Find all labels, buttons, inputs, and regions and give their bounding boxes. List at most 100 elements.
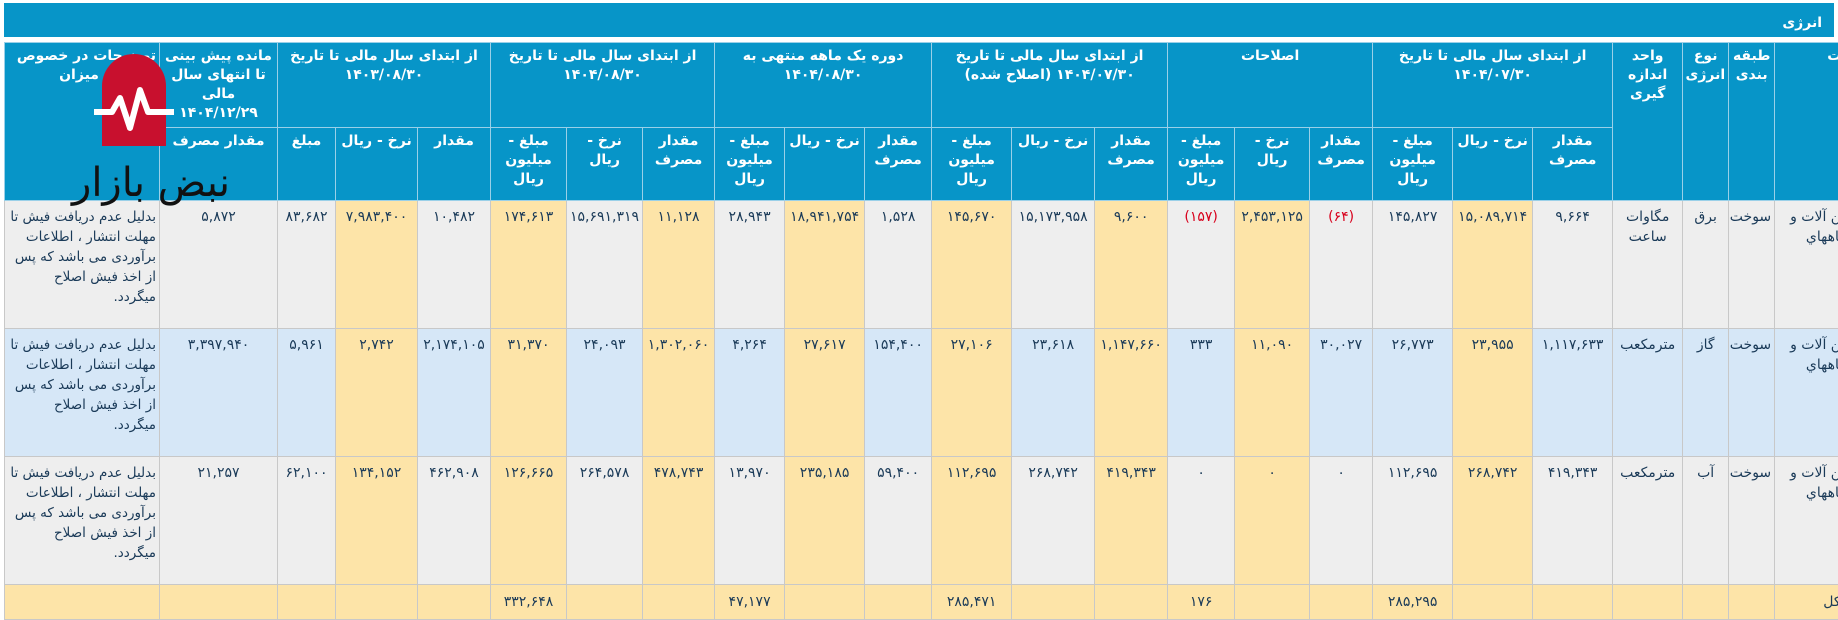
total-row: جمع کل ۲۸۵,۲۹۵ ۱۷۶ ۲۸۵,۴۷۱ ۴۷,۱۷۷ ۳۳۲,۶۴… xyxy=(5,585,1838,620)
group-ytd-0730-corrected: از ابتدای سال مالی تا تاریخ ۱۴۰۴/۰۷/۳۰ (… xyxy=(932,43,1168,128)
cell-value: ۱,۵۲۸ xyxy=(865,201,932,329)
cell-value: ۱۱,۰۹۰ xyxy=(1235,329,1310,457)
table-row: ماشین آلات و دستگاههاي برقي سوخت گاز متر… xyxy=(5,329,1838,457)
total-value: ۱۷۶ xyxy=(1168,585,1235,620)
cell-value: ۴۶۲,۹۰۸ xyxy=(418,457,491,585)
cell-value: ۱۱۲,۶۹۵ xyxy=(1373,457,1453,585)
sub-rate: نرخ - ریال xyxy=(1012,128,1095,201)
col-energy-type: نوع انرژی xyxy=(1683,43,1729,201)
col-industry: صنعت xyxy=(1775,43,1838,201)
cell-value: ۳۰,۰۲۷ xyxy=(1310,329,1373,457)
total-value: ۳۳۲,۶۴۸ xyxy=(491,585,567,620)
sub-rate: نرخ - ریال xyxy=(336,128,418,201)
energy-table: صنعت طبقه بندی نوع انرژی واحد اندازه گیر… xyxy=(4,42,1838,620)
cell-value: ۱۳,۹۷۰ xyxy=(715,457,785,585)
sub-qty: مقدار مصرف xyxy=(1533,128,1613,201)
cell-value: ۲۸,۹۴۳ xyxy=(715,201,785,329)
table-row: ماشین آلات و دستگاههاي برقي سوخت برق مگا… xyxy=(5,201,1838,329)
cell-value: ۰ xyxy=(1235,457,1310,585)
sub-amount: مبلغ - میلیون ریال xyxy=(932,128,1012,201)
sub-amount: مبلغ - میلیون ریال xyxy=(1168,128,1235,201)
cell-unit: مگاوات ساعت xyxy=(1613,201,1683,329)
cell-category: سوخت xyxy=(1729,201,1775,329)
total-value: ۲۸۵,۲۹۵ xyxy=(1373,585,1453,620)
cell-value: ۴۷۸,۷۴۳ xyxy=(643,457,715,585)
cell-value: ۲۶,۷۷۳ xyxy=(1373,329,1453,457)
section-title: انرژی xyxy=(4,3,1834,37)
total-value: ۲۸۵,۴۷۱ xyxy=(932,585,1012,620)
sub-qty: مقدار مصرف xyxy=(643,128,715,201)
cell-value: ۹,۶۶۴ xyxy=(1533,201,1613,329)
cell-value: ۲۶۸,۷۴۲ xyxy=(1012,457,1095,585)
group-month-0830: دوره یک ماهه منتهی به ۱۴۰۴/۰۸/۳۰ xyxy=(715,43,932,128)
cell-value: ۱,۱۴۷,۶۶۰ xyxy=(1095,329,1168,457)
col-category: طبقه بندی xyxy=(1729,43,1775,201)
cell-value: ۴۱۹,۳۴۳ xyxy=(1533,457,1613,585)
cell-value: ۲۳,۶۱۸ xyxy=(1012,329,1095,457)
cell-value: ۲,۴۵۳,۱۲۵ xyxy=(1235,201,1310,329)
sub-rate: نرخ - ریال xyxy=(1453,128,1533,201)
cell-value: ۱۷۴,۶۱۳ xyxy=(491,201,567,329)
sub-qty: مقدار مصرف xyxy=(1310,128,1373,201)
cell-value: ۱۳۴,۱۵۲ xyxy=(336,457,418,585)
cell-value: ۱,۳۰۲,۰۶۰ xyxy=(643,329,715,457)
cell-industry: ماشین آلات و دستگاههاي برقي xyxy=(1775,457,1838,585)
cell-value: ۱۵,۰۸۹,۷۱۴ xyxy=(1453,201,1533,329)
group-corrections: اصلاحات xyxy=(1168,43,1373,128)
cell-value: ۲۷,۶۱۷ xyxy=(785,329,865,457)
cell-energy-type: گاز xyxy=(1683,329,1729,457)
cell-value: ۲۷,۱۰۶ xyxy=(932,329,1012,457)
cell-value: ۱۱,۱۲۸ xyxy=(643,201,715,329)
sub-amount: مبلغ xyxy=(278,128,336,201)
cell-industry: ماشین آلات و دستگاههاي برقي xyxy=(1775,201,1838,329)
cell-value: ۱۵,۱۷۳,۹۵۸ xyxy=(1012,201,1095,329)
cell-category: سوخت xyxy=(1729,329,1775,457)
sub-rate: نرخ - ریال xyxy=(567,128,643,201)
total-label: جمع کل xyxy=(1775,585,1838,620)
cell-value: ۱۴۵,۸۲۷ xyxy=(1373,201,1453,329)
cell-unit: مترمکعب xyxy=(1613,329,1683,457)
cell-value: ۴,۲۶۴ xyxy=(715,329,785,457)
cell-note: بدلیل عدم دریافت فیش تا مهلت انتشار ، اط… xyxy=(5,201,160,329)
cell-industry: ماشین آلات و دستگاههاي برقي xyxy=(1775,329,1838,457)
sub-qty: مقدار مصرف xyxy=(1095,128,1168,201)
cell-value: ۱۱۲,۶۹۵ xyxy=(932,457,1012,585)
cell-value: ۷,۹۸۳,۴۰۰ xyxy=(336,201,418,329)
group-forecast-remaining: مانده پیش بینی تا انتهای سال مالی ۱۴۰۴/۱… xyxy=(160,43,278,128)
group-ytd-0830: از ابتدای سال مالی تا تاریخ ۱۴۰۴/۰۸/۳۰ xyxy=(491,43,715,128)
watermark-text: نبض بازار xyxy=(72,160,230,206)
cell-value: ۲۱,۲۵۷ xyxy=(160,457,278,585)
cell-value: ۱۰,۴۸۲ xyxy=(418,201,491,329)
cell-value: ۵۹,۴۰۰ xyxy=(865,457,932,585)
sub-qty: مقدار مصرف xyxy=(865,128,932,201)
cell-value: ۲۳۵,۱۸۵ xyxy=(785,457,865,585)
total-value: ۴۷,۱۷۷ xyxy=(715,585,785,620)
cell-value: ۵,۸۷۲ xyxy=(160,201,278,329)
cell-value: ۲۶۴,۵۷۸ xyxy=(567,457,643,585)
cell-energy-type: آب xyxy=(1683,457,1729,585)
sub-amount: مبلغ - میلیون ریال xyxy=(1373,128,1453,201)
cell-value: ۳۳۳ xyxy=(1168,329,1235,457)
cell-value: ۶۲,۱۰۰ xyxy=(278,457,336,585)
cell-value: ۳۱,۳۷۰ xyxy=(491,329,567,457)
sub-rate: نرخ - ریال xyxy=(785,128,865,201)
cell-value: ۱۸,۹۴۱,۷۵۴ xyxy=(785,201,865,329)
watermark-logo-icon xyxy=(94,50,174,148)
group-ytd-1403: از ابتدای سال مالی تا تاریخ ۱۴۰۳/۰۸/۳۰ xyxy=(278,43,491,128)
cell-value: ۴۱۹,۳۴۳ xyxy=(1095,457,1168,585)
cell-value: ۳,۳۹۷,۹۴۰ xyxy=(160,329,278,457)
sub-qty: مقدار xyxy=(418,128,491,201)
cell-value: ۰ xyxy=(1168,457,1235,585)
sub-amount: مبلغ - میلیون ریال xyxy=(491,128,567,201)
cell-value: ۲,۱۷۴,۱۰۵ xyxy=(418,329,491,457)
col-unit: واحد اندازه گیری xyxy=(1613,43,1683,201)
cell-value: ۸۳,۶۸۲ xyxy=(278,201,336,329)
table-row: ماشین آلات و دستگاههاي برقي سوخت آب مترم… xyxy=(5,457,1838,585)
cell-value: ۱۵۴,۴۰۰ xyxy=(865,329,932,457)
cell-value: (۱۵۷) xyxy=(1168,201,1235,329)
cell-unit: مترمکعب xyxy=(1613,457,1683,585)
cell-note: بدلیل عدم دریافت فیش تا مهلت انتشار ، اط… xyxy=(5,329,160,457)
cell-value: ۵,۹۶۱ xyxy=(278,329,336,457)
cell-value: ۹,۶۰۰ xyxy=(1095,201,1168,329)
cell-value: ۲۴,۰۹۳ xyxy=(567,329,643,457)
